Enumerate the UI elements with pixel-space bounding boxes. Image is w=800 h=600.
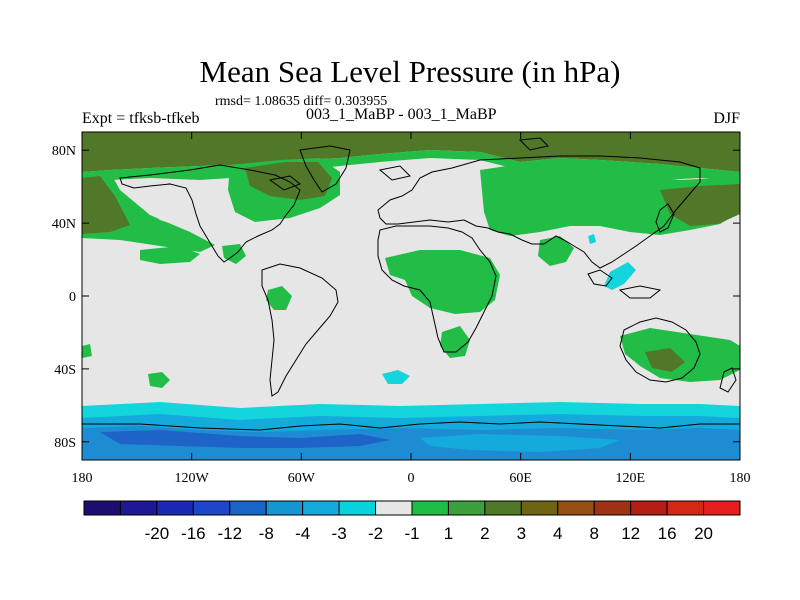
southern-blue-band bbox=[82, 426, 740, 460]
coastline-antarctica bbox=[82, 421, 740, 431]
australia-olive bbox=[645, 348, 685, 372]
experiment-label: Expt = tfksb-tfkeb bbox=[82, 110, 200, 127]
colorbar-swatch bbox=[265, 500, 304, 516]
colorbar-swatch bbox=[703, 500, 741, 516]
north-pacific-olive-west bbox=[82, 176, 130, 234]
colorbar-label: -1 bbox=[404, 524, 419, 543]
coastlines bbox=[82, 137, 740, 431]
coastline-greenland bbox=[299, 145, 351, 193]
south-africa-green bbox=[440, 326, 470, 358]
colorbar-swatch bbox=[630, 500, 668, 516]
atlantic-green-mid bbox=[140, 246, 200, 264]
season-label: DJF bbox=[713, 110, 740, 127]
colorbar-label: 3 bbox=[517, 524, 526, 543]
colorbar-swatch bbox=[119, 500, 158, 516]
arctic-olive-region bbox=[82, 132, 740, 172]
map-field bbox=[82, 132, 740, 460]
colorbar-swatch bbox=[83, 500, 121, 516]
eurasia-green bbox=[480, 164, 740, 236]
y-axis: 80N 40N 0 40S 80S bbox=[52, 144, 740, 451]
coastline-north-america bbox=[119, 164, 301, 263]
colorbar-label: 12 bbox=[621, 524, 640, 543]
colorbar-swatch bbox=[375, 500, 413, 516]
colorbar-label: 2 bbox=[480, 524, 489, 543]
coastline-indonesia bbox=[587, 269, 662, 299]
coastline-australia bbox=[619, 317, 701, 383]
india-ocean-green bbox=[538, 236, 574, 266]
colorbar-swatch bbox=[593, 500, 632, 516]
north-pacific-green-west bbox=[82, 172, 215, 252]
map-title: Mean Sea Level Pressure (in hPa) bbox=[199, 54, 621, 89]
colorbar-swatch bbox=[156, 500, 194, 516]
south-america-green bbox=[266, 286, 292, 310]
x-tick-label: 0 bbox=[408, 471, 415, 486]
colorbar-label: 1 bbox=[444, 524, 453, 543]
coastline-south-america bbox=[261, 263, 339, 397]
y-tick-label: 80N bbox=[52, 144, 76, 159]
colorbar-swatch bbox=[229, 500, 267, 516]
antarctic-deep-blue bbox=[100, 430, 390, 448]
x-tick-label: 180 bbox=[72, 471, 93, 486]
colorbar-label: 20 bbox=[694, 524, 713, 543]
colorbar-swatch bbox=[447, 500, 486, 516]
colorbar-label: -4 bbox=[295, 524, 310, 543]
north-pacific-neutral-pocket bbox=[125, 182, 205, 230]
colorbar-label: -2 bbox=[368, 524, 383, 543]
colorbar-label: 8 bbox=[589, 524, 598, 543]
colorbar-label: 4 bbox=[553, 524, 562, 543]
east-asia-olive bbox=[660, 184, 740, 226]
africa-green bbox=[385, 250, 500, 314]
y-tick-label: 40N bbox=[52, 217, 76, 232]
x-tick-label: 60E bbox=[509, 471, 532, 486]
south-atlantic-cyan-spot bbox=[382, 370, 410, 384]
x-axis: 180 120W 60W 0 60E 120E 180 bbox=[72, 132, 751, 486]
west-edge-green-spot bbox=[82, 344, 92, 358]
indonesia-cyan bbox=[604, 262, 636, 290]
pacific-cyan-dot bbox=[588, 234, 596, 244]
coastline-africa bbox=[377, 225, 497, 353]
colorbar-swatch bbox=[520, 500, 559, 516]
colorbar: -20 -16 -12 -8 -4 -3 -2 -1 1 2 3 4 8 12 16 20 bbox=[83, 500, 741, 543]
comparison-label: 003_1_MaBP - 003_1_MaBP bbox=[306, 106, 497, 123]
coastline-arctic-islands bbox=[268, 137, 549, 191]
australia-green bbox=[620, 328, 740, 382]
x-tick-label: 120E bbox=[616, 471, 646, 486]
coastline-new-zealand bbox=[719, 367, 737, 393]
colorbar-swatch bbox=[557, 500, 595, 516]
x-tick-label: 120W bbox=[175, 471, 210, 486]
colorbar-label: -16 bbox=[181, 524, 206, 543]
colorbar-label: -8 bbox=[259, 524, 274, 543]
x-tick-label: 60W bbox=[288, 471, 316, 486]
south-pacific-green-spot bbox=[148, 372, 170, 388]
colorbar-swatch bbox=[484, 500, 522, 516]
colorbar-label: -20 bbox=[145, 524, 170, 543]
colorbar-swatch bbox=[338, 500, 377, 516]
antarctic-light-patch bbox=[420, 434, 620, 452]
coastline-europe-asia bbox=[377, 155, 701, 269]
colorbar-label: -3 bbox=[332, 524, 347, 543]
colorbar-swatch bbox=[411, 500, 449, 516]
x-tick-label: 180 bbox=[730, 471, 751, 486]
coastline-japan bbox=[655, 203, 675, 233]
stats-line: rmsd= 1.08635 diff= 0.303955 bbox=[215, 94, 388, 109]
colorbar-swatch bbox=[192, 500, 231, 516]
y-tick-label: 0 bbox=[69, 290, 76, 305]
colorbar-label: 16 bbox=[658, 524, 677, 543]
y-tick-label: 80S bbox=[54, 436, 76, 451]
colorbar-label: -12 bbox=[217, 524, 242, 543]
colorbar-swatch bbox=[302, 500, 340, 516]
colorbar-swatch bbox=[666, 500, 705, 516]
y-tick-label: 40S bbox=[54, 363, 76, 378]
